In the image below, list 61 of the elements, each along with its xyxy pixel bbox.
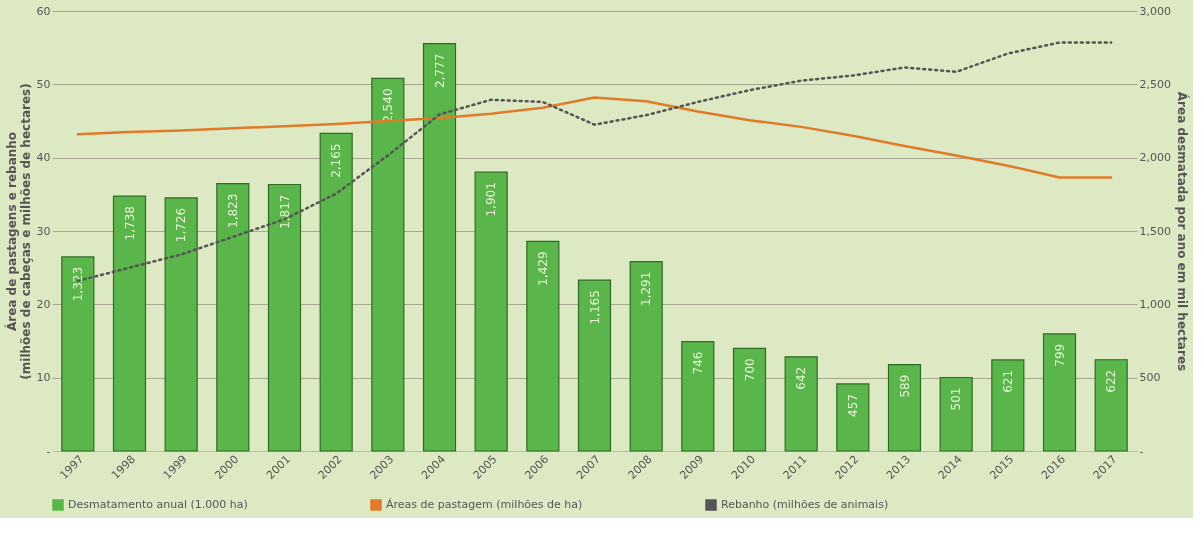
- bar: [629, 261, 663, 452]
- bar: [681, 340, 715, 452]
- y2-axis-title: Área desmatada por ano em mil hectares: [1174, 91, 1190, 372]
- bar: [526, 240, 560, 452]
- data-label: 2,540: [380, 88, 395, 123]
- data-label: 589: [897, 374, 912, 398]
- bar: [939, 376, 973, 452]
- data-label: 2,165: [329, 143, 344, 178]
- data-label: 642: [794, 366, 809, 390]
- bar: [319, 132, 353, 452]
- bar: [887, 364, 922, 452]
- bar: [732, 347, 767, 452]
- data-label: 746: [690, 351, 705, 375]
- bar: [1042, 333, 1077, 452]
- y2-tick-label: 1,500: [1139, 224, 1171, 238]
- data-label: 1,429: [535, 251, 550, 286]
- y-tick-label: 30: [36, 224, 51, 238]
- y-tick-label: 20: [36, 297, 51, 311]
- data-label: 799: [1052, 343, 1067, 367]
- bar: [991, 359, 1025, 452]
- y-tick-label: 40: [36, 151, 51, 165]
- data-label: 1,823: [225, 193, 240, 228]
- data-label: 501: [949, 387, 964, 411]
- bar: [112, 195, 147, 452]
- bar: [1094, 359, 1128, 452]
- data-label: 700: [742, 358, 757, 382]
- bar: [474, 171, 508, 452]
- y2-tick-label: 1,000: [1139, 297, 1171, 311]
- legend-label: Rebanho (milhões de animais): [721, 498, 889, 511]
- y-tick-label: 50: [36, 77, 51, 91]
- bar: [836, 383, 870, 452]
- bar: [784, 356, 818, 452]
- bar: [61, 256, 95, 452]
- y2-tick-label: 500: [1139, 371, 1161, 385]
- data-label: 1,738: [122, 206, 137, 241]
- bar: [577, 279, 612, 452]
- bar: [422, 43, 457, 452]
- legend-label: Áreas de pastagem (milhões de ha): [386, 498, 583, 511]
- bar: [164, 197, 198, 452]
- bar: [216, 183, 250, 452]
- y2-tick-label: 3,000: [1139, 4, 1171, 18]
- data-label: 1,726: [174, 207, 189, 243]
- bar: [267, 183, 302, 452]
- data-label: 1,817: [277, 194, 292, 229]
- data-label: 1,323: [70, 266, 85, 302]
- y-tick-label: 60: [36, 4, 51, 18]
- y2-tick-label: 2,000: [1139, 151, 1171, 165]
- y-tick-label: -: [46, 444, 51, 458]
- data-label: 1,901: [484, 182, 499, 217]
- y2-tick-label: 2,500: [1139, 77, 1171, 91]
- data-label: 457: [845, 393, 860, 417]
- bar: [371, 77, 405, 452]
- data-label: 622: [1104, 369, 1119, 393]
- data-label: 1,291: [639, 271, 654, 307]
- y2-tick-label: -: [1139, 444, 1144, 458]
- data-label: 1,165: [587, 290, 602, 325]
- legend-label: Desmatamento anual (1.000 ha): [68, 498, 248, 511]
- y-axis-title: Área de pastagens e rebanho (milhões de cabeças e milhões de hectares): [3, 83, 33, 380]
- y-tick-label: 10: [36, 371, 51, 385]
- data-label: 2,777: [432, 53, 447, 89]
- data-label: 621: [1000, 369, 1015, 393]
